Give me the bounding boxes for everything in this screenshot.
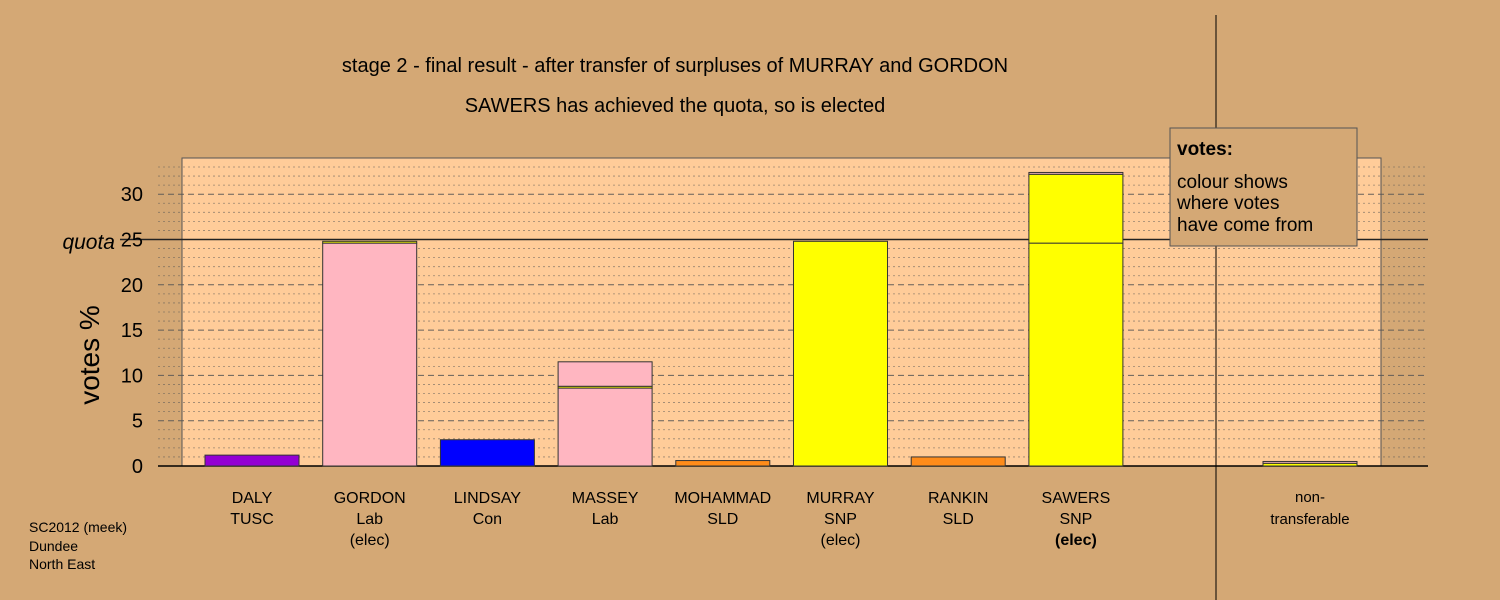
bar-segment	[557, 387, 653, 467]
candidate-name: GORDON	[334, 490, 406, 507]
legend-line: colour shows	[1177, 172, 1288, 193]
candidate-party: Lab	[592, 511, 619, 528]
bar-segment	[1028, 171, 1124, 175]
candidate-party: SLD	[707, 511, 738, 528]
legend-box: votes: colour shows where votes have com…	[1169, 127, 1358, 247]
y-tick-label: 15	[121, 320, 143, 342]
candidate-name: MOHAMMAD	[674, 490, 771, 507]
y-tick-label: 25	[121, 230, 143, 252]
bar-segment	[1028, 242, 1124, 467]
candidate-name: LINDSAY	[454, 490, 522, 507]
bar-segment	[557, 361, 653, 387]
candidate-party: SLD	[943, 511, 974, 528]
footer-council: Dundee	[29, 538, 78, 554]
non-transferable-bar-segment	[1262, 460, 1358, 464]
footer-info: SC2012 (meek) Dundee North East	[29, 519, 127, 572]
bar-segment	[675, 460, 771, 467]
non-transferable-label: non-	[1295, 489, 1325, 506]
candidate-name: DALY	[232, 490, 273, 507]
candidate-status: (elec)	[1055, 532, 1097, 549]
candidate-status: (elec)	[820, 532, 860, 549]
legend-title: votes:	[1177, 139, 1233, 160]
y-tick-label: 20	[121, 275, 143, 297]
bar-segment	[1028, 173, 1124, 244]
y-tick-label: 10	[121, 365, 143, 387]
candidate-labels: DALY TUSC GORDON Lab (elec) LINDSAY Con MASSEY L…	[230, 489, 1349, 549]
candidate-party: SNP	[1059, 511, 1092, 528]
candidate-party: Con	[473, 511, 502, 528]
quota-label: quota	[62, 231, 115, 254]
bar-segment	[322, 240, 418, 244]
candidate-name: MURRAY	[806, 490, 874, 507]
chart-title: stage 2 - final result - after transfer …	[342, 55, 1008, 77]
bar-segment	[322, 242, 418, 467]
bar-segment	[793, 240, 888, 467]
candidate-party: SNP	[824, 511, 857, 528]
y-tick-label: 5	[132, 411, 143, 433]
y-axis: 0 5 10 15 20 25 30	[121, 184, 143, 478]
chart-subtitle: SAWERS has achieved the quota, so is ele…	[465, 95, 886, 117]
legend-line: where votes	[1176, 193, 1279, 214]
candidate-status: (elec)	[350, 532, 390, 549]
y-tick-label: 0	[132, 456, 143, 478]
candidate-name: SAWERS	[1042, 490, 1111, 507]
footer-election: SC2012 (meek)	[29, 519, 127, 535]
candidate-name: RANKIN	[928, 490, 988, 507]
y-axis-label: votes %	[74, 305, 105, 405]
bars-group	[204, 171, 1358, 467]
non-transferable-label: transferable	[1270, 511, 1349, 528]
bar-segment	[910, 456, 1006, 467]
candidate-party: Lab	[356, 511, 383, 528]
y-tick-label: 30	[121, 184, 143, 206]
candidate-party: TUSC	[230, 511, 274, 528]
candidate-name: MASSEY	[572, 490, 639, 507]
bar-segment	[204, 454, 300, 467]
footer-ward: North East	[29, 556, 95, 572]
legend-line: have come from	[1177, 215, 1313, 236]
bar-segment	[439, 439, 535, 467]
